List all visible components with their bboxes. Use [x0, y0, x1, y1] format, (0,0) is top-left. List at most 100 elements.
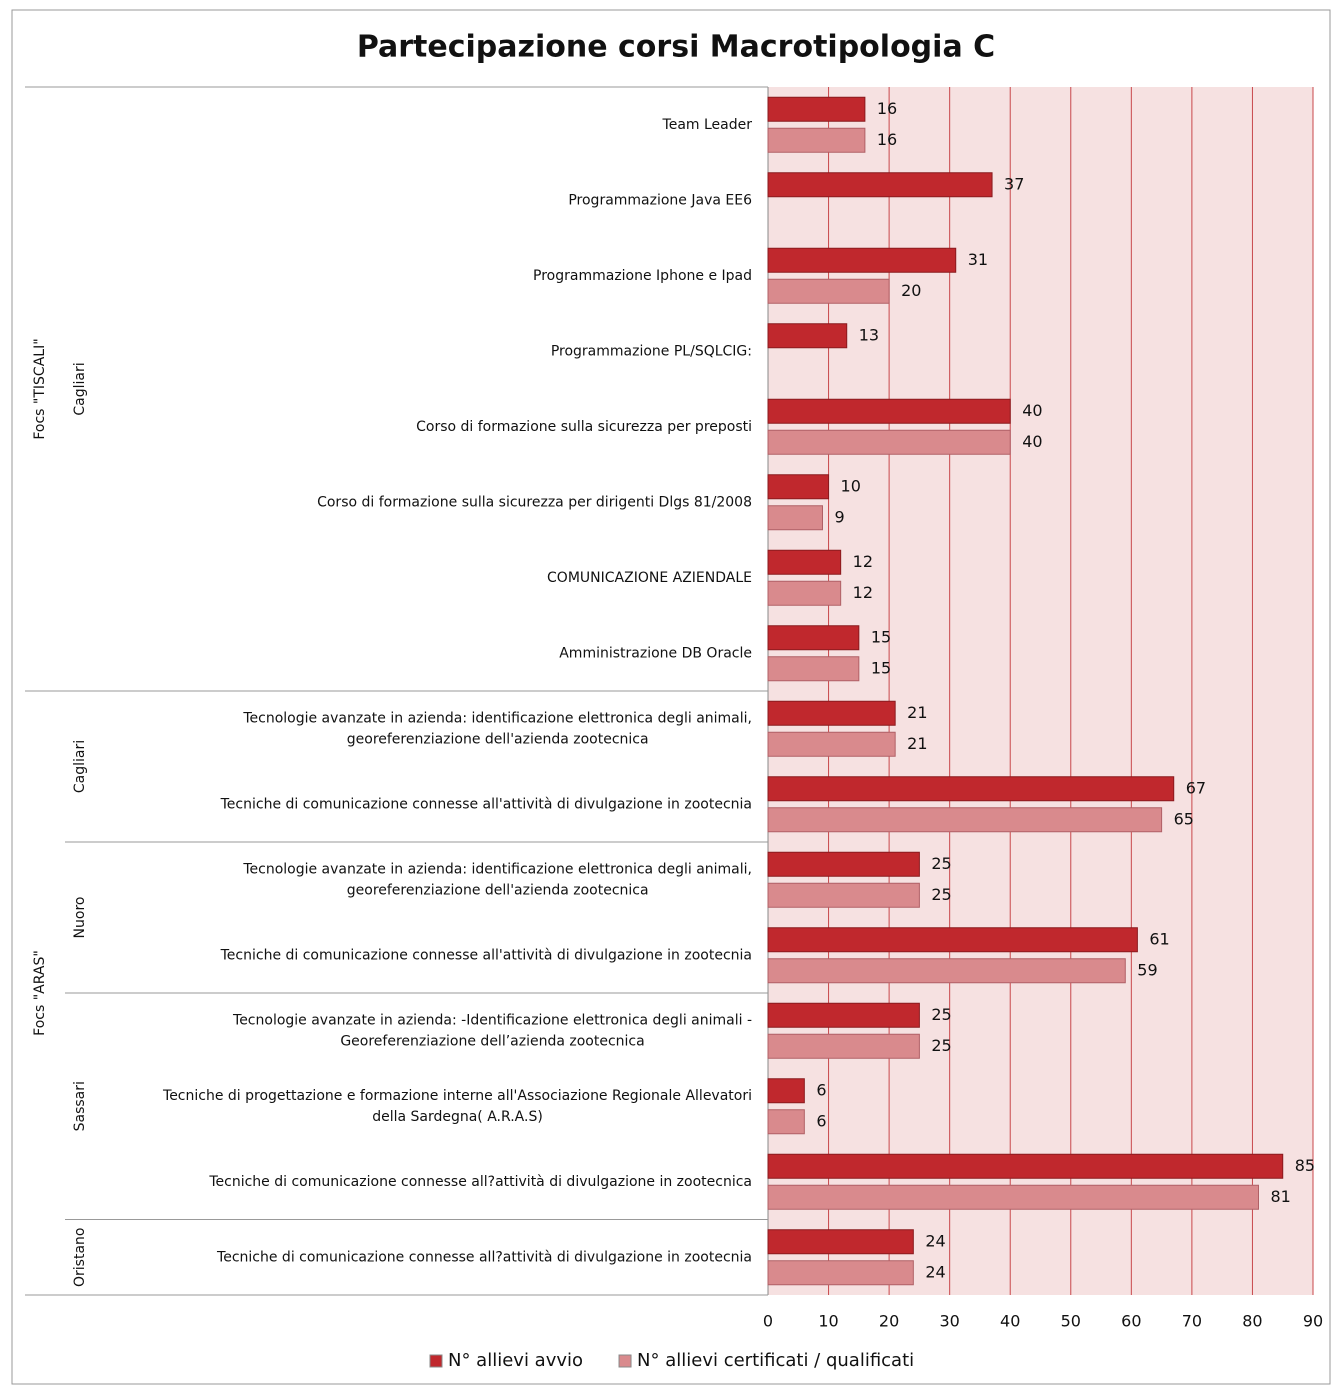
- value-label: 25: [931, 1005, 951, 1024]
- bar: [767, 927, 1138, 953]
- value-label: 25: [931, 854, 951, 873]
- legend-label: N° allievi certificati / qualificati: [637, 1350, 914, 1371]
- y-tick-label: Corso di formazione sulla sicurezza per …: [317, 494, 752, 510]
- bar: [767, 1260, 914, 1286]
- x-tick-label: 20: [879, 1312, 899, 1331]
- value-label: 20: [901, 281, 921, 300]
- y-tick-label: Tecnologie avanzate in azienda: -Identif…: [232, 1012, 752, 1028]
- y-tick-label: Tecniche di comunicazione connesse all?a…: [208, 1174, 752, 1190]
- group-label: Focs "ARAS": [32, 950, 48, 1036]
- legend-swatch: [618, 1354, 632, 1368]
- x-tick-label: 50: [1061, 1312, 1081, 1331]
- subgroup-label: Oristano: [72, 1228, 88, 1287]
- x-tick-label: 80: [1242, 1312, 1262, 1331]
- bar: [767, 1002, 920, 1028]
- x-tick-label: 90: [1303, 1312, 1323, 1331]
- bar: [767, 1033, 920, 1059]
- value-label: 12: [853, 552, 873, 571]
- y-tick-label: COMUNICAZIONE AZIENDALE: [547, 570, 752, 586]
- value-label: 15: [871, 627, 891, 646]
- bar: [767, 851, 920, 877]
- bar: [767, 1153, 1284, 1179]
- bar: [767, 323, 848, 349]
- value-label: 6: [816, 1111, 826, 1130]
- chart-title: Partecipazione corsi Macrotipologia C: [357, 30, 995, 65]
- value-label: 61: [1149, 929, 1169, 948]
- y-tick-label: Team Leader: [662, 117, 753, 133]
- value-label: 16: [877, 130, 897, 149]
- x-tick-label: 60: [1121, 1312, 1141, 1331]
- bar: [767, 505, 823, 531]
- subgroup-label: Sassari: [72, 1081, 88, 1131]
- group-label: Focs "TISCALI": [32, 338, 48, 439]
- bar: [767, 127, 866, 153]
- bar: [767, 958, 1126, 984]
- value-label: 67: [1186, 778, 1206, 797]
- value-label: 10: [841, 476, 861, 495]
- bar: [767, 549, 842, 575]
- x-tick-label: 70: [1182, 1312, 1202, 1331]
- value-label: 31: [968, 250, 988, 269]
- bar: [767, 1184, 1259, 1210]
- subgroup-label: Cagliari: [72, 740, 88, 793]
- bar: [767, 398, 1011, 424]
- y-tick-label: Programmazione PL/SQLCIG:: [551, 343, 752, 359]
- bar: [767, 1078, 805, 1104]
- value-label: 24: [925, 1231, 945, 1250]
- value-label: 9: [835, 507, 845, 526]
- y-tick-label: Corso di formazione sulla sicurezza per …: [416, 419, 752, 435]
- y-tick-label: Amministrazione DB Oracle: [559, 645, 752, 661]
- value-label: 65: [1174, 809, 1194, 828]
- bar: [767, 700, 896, 726]
- x-tick-label: 40: [1000, 1312, 1020, 1331]
- bar: [767, 807, 1163, 833]
- legend-swatch: [429, 1354, 443, 1368]
- value-label: 16: [877, 99, 897, 118]
- y-tick-label: Tecniche di progettazione e formazione i…: [162, 1088, 752, 1104]
- subgroup-label: Nuoro: [72, 897, 88, 939]
- value-label: 81: [1271, 1187, 1291, 1206]
- bar: [767, 625, 860, 651]
- x-tick-label: 0: [763, 1312, 773, 1331]
- y-tick-label: Tecniche di comunicazione connesse all'a…: [220, 947, 752, 963]
- value-label: 25: [931, 1036, 951, 1055]
- bar: [767, 882, 920, 908]
- y-tick-label: Programmazione Java EE6: [568, 192, 752, 208]
- y-tick-label: georeferenziazione dell'azienda zootecni…: [347, 731, 649, 747]
- value-label: 15: [871, 658, 891, 677]
- bar: [767, 656, 860, 682]
- y-tick-label: Programmazione Iphone e Ipad: [533, 268, 752, 284]
- value-label: 40: [1022, 401, 1042, 420]
- value-label: 13: [859, 325, 879, 344]
- y-tick-label: Georeferenziazione dell’azienda zootecni…: [340, 1033, 644, 1049]
- value-label: 59: [1137, 960, 1157, 979]
- bar: [767, 474, 830, 500]
- value-label: 24: [925, 1262, 945, 1281]
- value-label: 21: [907, 734, 927, 753]
- bar: [767, 278, 890, 304]
- bar: [767, 1109, 805, 1135]
- bar: [767, 776, 1175, 802]
- x-tick-label: 10: [818, 1312, 838, 1331]
- y-tick-label: Tecniche di comunicazione connesse all?a…: [216, 1249, 752, 1265]
- y-tick-label: Tecnologie avanzate in azienda: identifi…: [242, 861, 752, 877]
- y-tick-label: georeferenziazione dell'azienda zootecni…: [347, 882, 649, 898]
- bar: [767, 580, 842, 606]
- value-label: 37: [1004, 174, 1024, 193]
- bar: [767, 429, 1011, 455]
- bar: [767, 96, 866, 122]
- y-tick-label: della Sardegna( A.R.A.S): [372, 1109, 543, 1125]
- bar: [767, 247, 957, 273]
- y-tick-label: Tecnologie avanzate in azienda: identifi…: [242, 710, 752, 726]
- value-label: 12: [853, 583, 873, 602]
- y-tick-label: Tecniche di comunicazione connesse all'a…: [220, 796, 752, 812]
- value-label: 6: [816, 1080, 826, 1099]
- x-tick-label: 30: [939, 1312, 959, 1331]
- value-label: 85: [1295, 1156, 1315, 1175]
- bar: [767, 172, 993, 198]
- legend-label: N° allievi avvio: [448, 1350, 583, 1371]
- bar: [767, 1229, 914, 1255]
- value-label: 25: [931, 885, 951, 904]
